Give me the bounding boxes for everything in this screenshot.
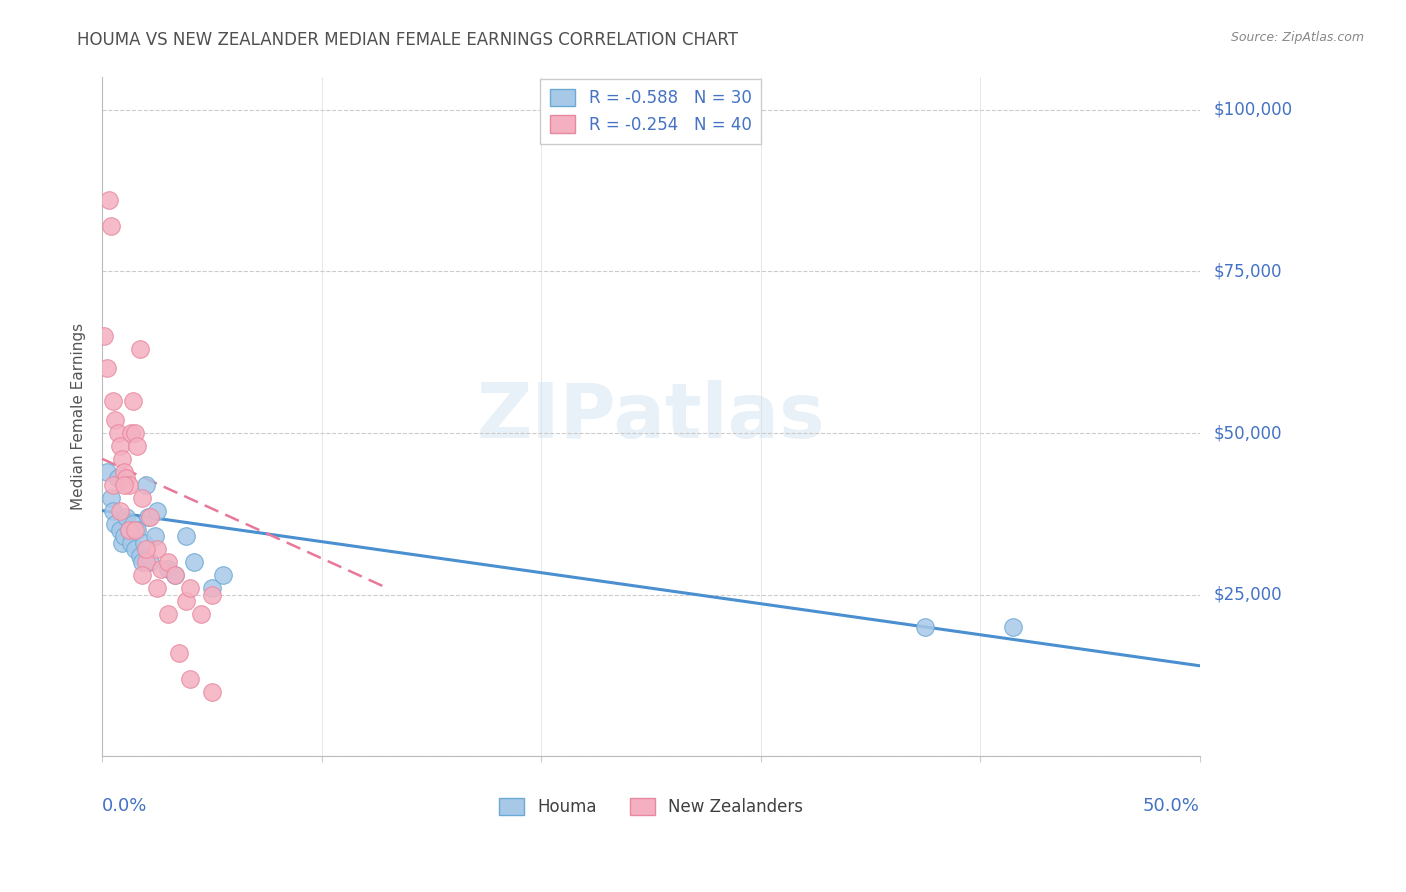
Point — [146, 503, 169, 517]
Point — [97, 194, 120, 208]
Point — [120, 425, 142, 440]
Y-axis label: Median Female Earnings: Median Female Earnings — [72, 323, 86, 510]
Point — [131, 568, 153, 582]
Legend: Houma, New Zealanders: Houma, New Zealanders — [492, 791, 810, 822]
Point — [124, 542, 146, 557]
Point — [117, 477, 139, 491]
Point — [117, 523, 139, 537]
Point — [112, 465, 135, 479]
Point — [104, 516, 127, 531]
Point — [112, 477, 135, 491]
Point — [174, 529, 197, 543]
Point — [122, 393, 145, 408]
Text: $25,000: $25,000 — [1213, 586, 1282, 604]
Point — [93, 329, 115, 343]
Point — [135, 555, 157, 569]
Point — [179, 581, 201, 595]
Point — [111, 451, 134, 466]
Point — [135, 542, 157, 557]
Point — [157, 555, 180, 569]
Point — [146, 542, 169, 557]
Point — [136, 510, 159, 524]
Point — [117, 523, 139, 537]
Text: $75,000: $75,000 — [1213, 262, 1282, 280]
Point — [107, 425, 129, 440]
Text: $100,000: $100,000 — [1213, 101, 1292, 119]
Point — [150, 562, 173, 576]
Point — [127, 439, 149, 453]
Point — [183, 555, 205, 569]
Point — [128, 342, 150, 356]
Point — [143, 529, 166, 543]
Point — [108, 439, 131, 453]
Point — [201, 581, 224, 595]
Text: HOUMA VS NEW ZEALANDER MEDIAN FEMALE EARNINGS CORRELATION CHART: HOUMA VS NEW ZEALANDER MEDIAN FEMALE EAR… — [77, 31, 738, 49]
Point — [122, 516, 145, 531]
Point — [103, 393, 125, 408]
Point — [128, 549, 150, 563]
Point — [100, 219, 122, 234]
Point — [201, 588, 224, 602]
Point — [167, 646, 190, 660]
Point — [190, 607, 212, 621]
Point — [146, 581, 169, 595]
Point — [115, 471, 138, 485]
Point — [111, 536, 134, 550]
Text: ZIPatlas: ZIPatlas — [477, 380, 825, 454]
Point — [100, 491, 122, 505]
Point — [157, 607, 180, 621]
Point — [212, 568, 235, 582]
Point — [108, 503, 131, 517]
Point — [139, 555, 162, 569]
Point — [96, 361, 118, 376]
Point — [139, 510, 162, 524]
Point — [131, 491, 153, 505]
Point — [112, 529, 135, 543]
Point — [174, 594, 197, 608]
Point — [131, 555, 153, 569]
Text: 50.0%: 50.0% — [1143, 797, 1199, 815]
Point — [104, 413, 127, 427]
Point — [107, 471, 129, 485]
Point — [201, 684, 224, 698]
Point — [124, 523, 146, 537]
Point — [179, 672, 201, 686]
Point — [914, 620, 936, 634]
Point — [96, 465, 118, 479]
Text: Source: ZipAtlas.com: Source: ZipAtlas.com — [1230, 31, 1364, 45]
Point — [124, 425, 146, 440]
Point — [120, 536, 142, 550]
Point — [103, 503, 125, 517]
Point — [1001, 620, 1024, 634]
Point — [115, 510, 138, 524]
Point — [163, 568, 186, 582]
Point — [132, 536, 155, 550]
Point — [163, 568, 186, 582]
Point — [157, 562, 180, 576]
Point — [127, 523, 149, 537]
Text: 0.0%: 0.0% — [103, 797, 148, 815]
Text: $50,000: $50,000 — [1213, 424, 1282, 442]
Point — [103, 477, 125, 491]
Point — [108, 523, 131, 537]
Point — [135, 477, 157, 491]
